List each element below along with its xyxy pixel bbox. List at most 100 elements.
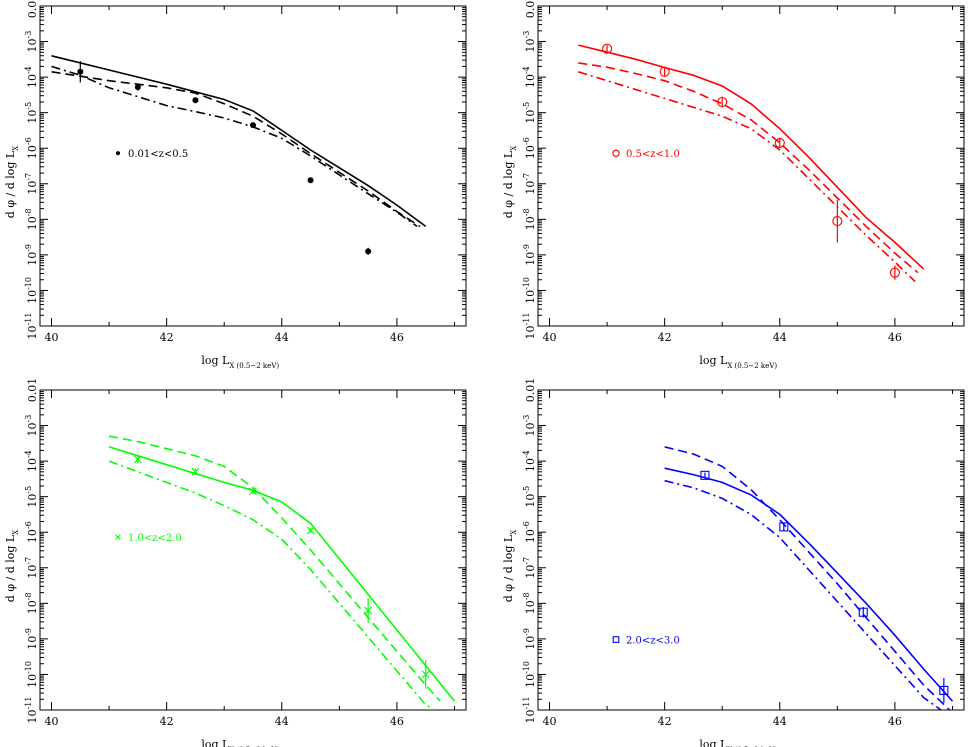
x-tick-label: 46 xyxy=(888,331,902,344)
y-axis-title: d φ / d log LX xyxy=(502,146,518,218)
y-tick-label: 10-6 xyxy=(522,521,537,543)
x-tick-label: 42 xyxy=(160,331,174,344)
y-tick-label: 10-3 xyxy=(522,31,537,53)
y-tick-label: 10-11 xyxy=(24,313,39,340)
y-tick-label: 10-11 xyxy=(522,697,537,724)
series-solid xyxy=(664,467,954,702)
data-point xyxy=(700,470,710,480)
data-point xyxy=(365,248,372,255)
y-tick-label: 10-7 xyxy=(522,173,537,195)
y-tick-label: 10-5 xyxy=(24,486,39,508)
x-axis-title: log LX (0.5−2 keV) xyxy=(201,738,279,747)
y-tick-label: 10-5 xyxy=(24,102,39,124)
y-axis-title: d φ / d log LX xyxy=(4,146,20,218)
data-point xyxy=(421,670,430,679)
y-tick-label: 10-6 xyxy=(522,137,537,159)
y-tick-label: 0.01 xyxy=(524,0,537,18)
series-dashdot xyxy=(578,71,916,283)
plot-frame xyxy=(537,5,965,327)
data-point xyxy=(133,455,142,464)
x-axis-title: log LX (0.5−2 keV) xyxy=(201,354,279,370)
y-tick-label: 10-3 xyxy=(522,415,537,437)
y-tick-label: 10-10 xyxy=(24,661,39,688)
y-tick-label: 10-11 xyxy=(522,313,537,340)
y-tick-label: 10-9 xyxy=(522,628,537,650)
legend-label: 0.01<z<0.5 xyxy=(128,149,188,160)
legend-marker xyxy=(115,534,121,541)
x-tick-label: 40 xyxy=(543,331,557,344)
data-point xyxy=(717,96,728,108)
series-dashed xyxy=(578,62,919,274)
y-tick-label: 10-4 xyxy=(24,66,39,88)
y-tick-label: 10-7 xyxy=(24,557,39,579)
legend-label: 2.0<z<3.0 xyxy=(626,636,680,647)
data-point xyxy=(134,84,141,91)
x-tick-label: 44 xyxy=(773,331,787,344)
y-tick-label: 10-8 xyxy=(522,208,537,230)
x-tick-label: 44 xyxy=(275,331,289,344)
x-tick-label: 42 xyxy=(160,715,174,728)
series-solid xyxy=(578,44,925,270)
data-point xyxy=(250,122,256,129)
data-point xyxy=(939,685,949,695)
x-tick-label: 40 xyxy=(543,715,557,728)
x-tick-label: 42 xyxy=(658,715,672,728)
y-tick-label: 10-9 xyxy=(24,244,39,266)
y-tick-label: 10-4 xyxy=(522,66,537,88)
series-dashed xyxy=(664,446,951,710)
model-curves xyxy=(108,435,456,710)
panel-bottom-left: 40 42 44 46 0.01 10-3 10-4 10-5 10-6 10-7 10-8 10-9… xyxy=(4,378,467,747)
plot-frame xyxy=(537,389,965,711)
data-point xyxy=(602,43,613,54)
y-tick-label: 10-5 xyxy=(522,102,537,124)
x-tick-label: 44 xyxy=(773,715,787,728)
x-tick-label: 40 xyxy=(45,331,59,344)
y-tick-label: 10-10 xyxy=(522,661,537,688)
data-point xyxy=(192,97,199,104)
y-tick-label: 10-3 xyxy=(24,415,39,437)
data-point xyxy=(77,68,84,75)
x-tick-label: 44 xyxy=(275,715,289,728)
y-tick-label: 10-7 xyxy=(24,173,39,195)
data-point xyxy=(832,216,843,227)
data-point xyxy=(779,522,789,532)
legend-label: 1.0<z<2.0 xyxy=(128,533,182,544)
legend-marker xyxy=(612,149,620,157)
y-tick-label: 10-8 xyxy=(522,592,537,614)
plot-frame xyxy=(39,5,467,327)
x-tick-label: 42 xyxy=(658,331,672,344)
legend-marker xyxy=(612,636,620,643)
panel-top-left: 40 42 44 46 0.01 10-3 10-4 10-5 10-6 10-7 10-8 10-9… xyxy=(4,0,467,370)
y-tick-label: 0.01 xyxy=(26,378,39,403)
data-point xyxy=(306,526,315,535)
plot-frame xyxy=(39,389,467,711)
x-tick-label: 46 xyxy=(390,715,404,728)
x-tick-label: 46 xyxy=(390,331,404,344)
x-axis-title: log LX (0.5−2 keV) xyxy=(699,354,777,370)
data-point xyxy=(307,177,314,184)
y-tick-label: 10-9 xyxy=(522,244,537,266)
y-tick-label: 10-4 xyxy=(522,450,537,472)
y-tick-label: 10-8 xyxy=(24,208,39,230)
legend-marker xyxy=(115,151,121,156)
data-point xyxy=(858,607,868,617)
x-tick-label: 46 xyxy=(888,715,902,728)
series-solid xyxy=(108,446,456,702)
x-tick-label: 40 xyxy=(45,715,59,728)
y-tick-label: 10-4 xyxy=(24,450,39,472)
series-dashdot xyxy=(664,479,942,710)
y-tick-label: 10-11 xyxy=(24,697,39,724)
series-dashed xyxy=(51,71,421,228)
y-tick-label: 10-3 xyxy=(24,31,39,53)
y-tick-label: 10-5 xyxy=(522,486,537,508)
panel-bottom-right: 40 42 44 46 0.01 10-3 10-4 10-5 10-6 10-7 10-8 10-9… xyxy=(502,378,965,747)
legend-label: 0.5<z<1.0 xyxy=(626,149,680,160)
data-point xyxy=(659,66,670,77)
y-tick-label: 10-6 xyxy=(24,521,39,543)
y-tick-label: 10-10 xyxy=(522,277,537,304)
y-axis-title: d φ / d log LX xyxy=(4,530,20,602)
series-dashed xyxy=(108,435,441,702)
model-curves xyxy=(578,44,925,283)
x-axis-title: log LX (0.5−2 keV) xyxy=(699,738,777,747)
